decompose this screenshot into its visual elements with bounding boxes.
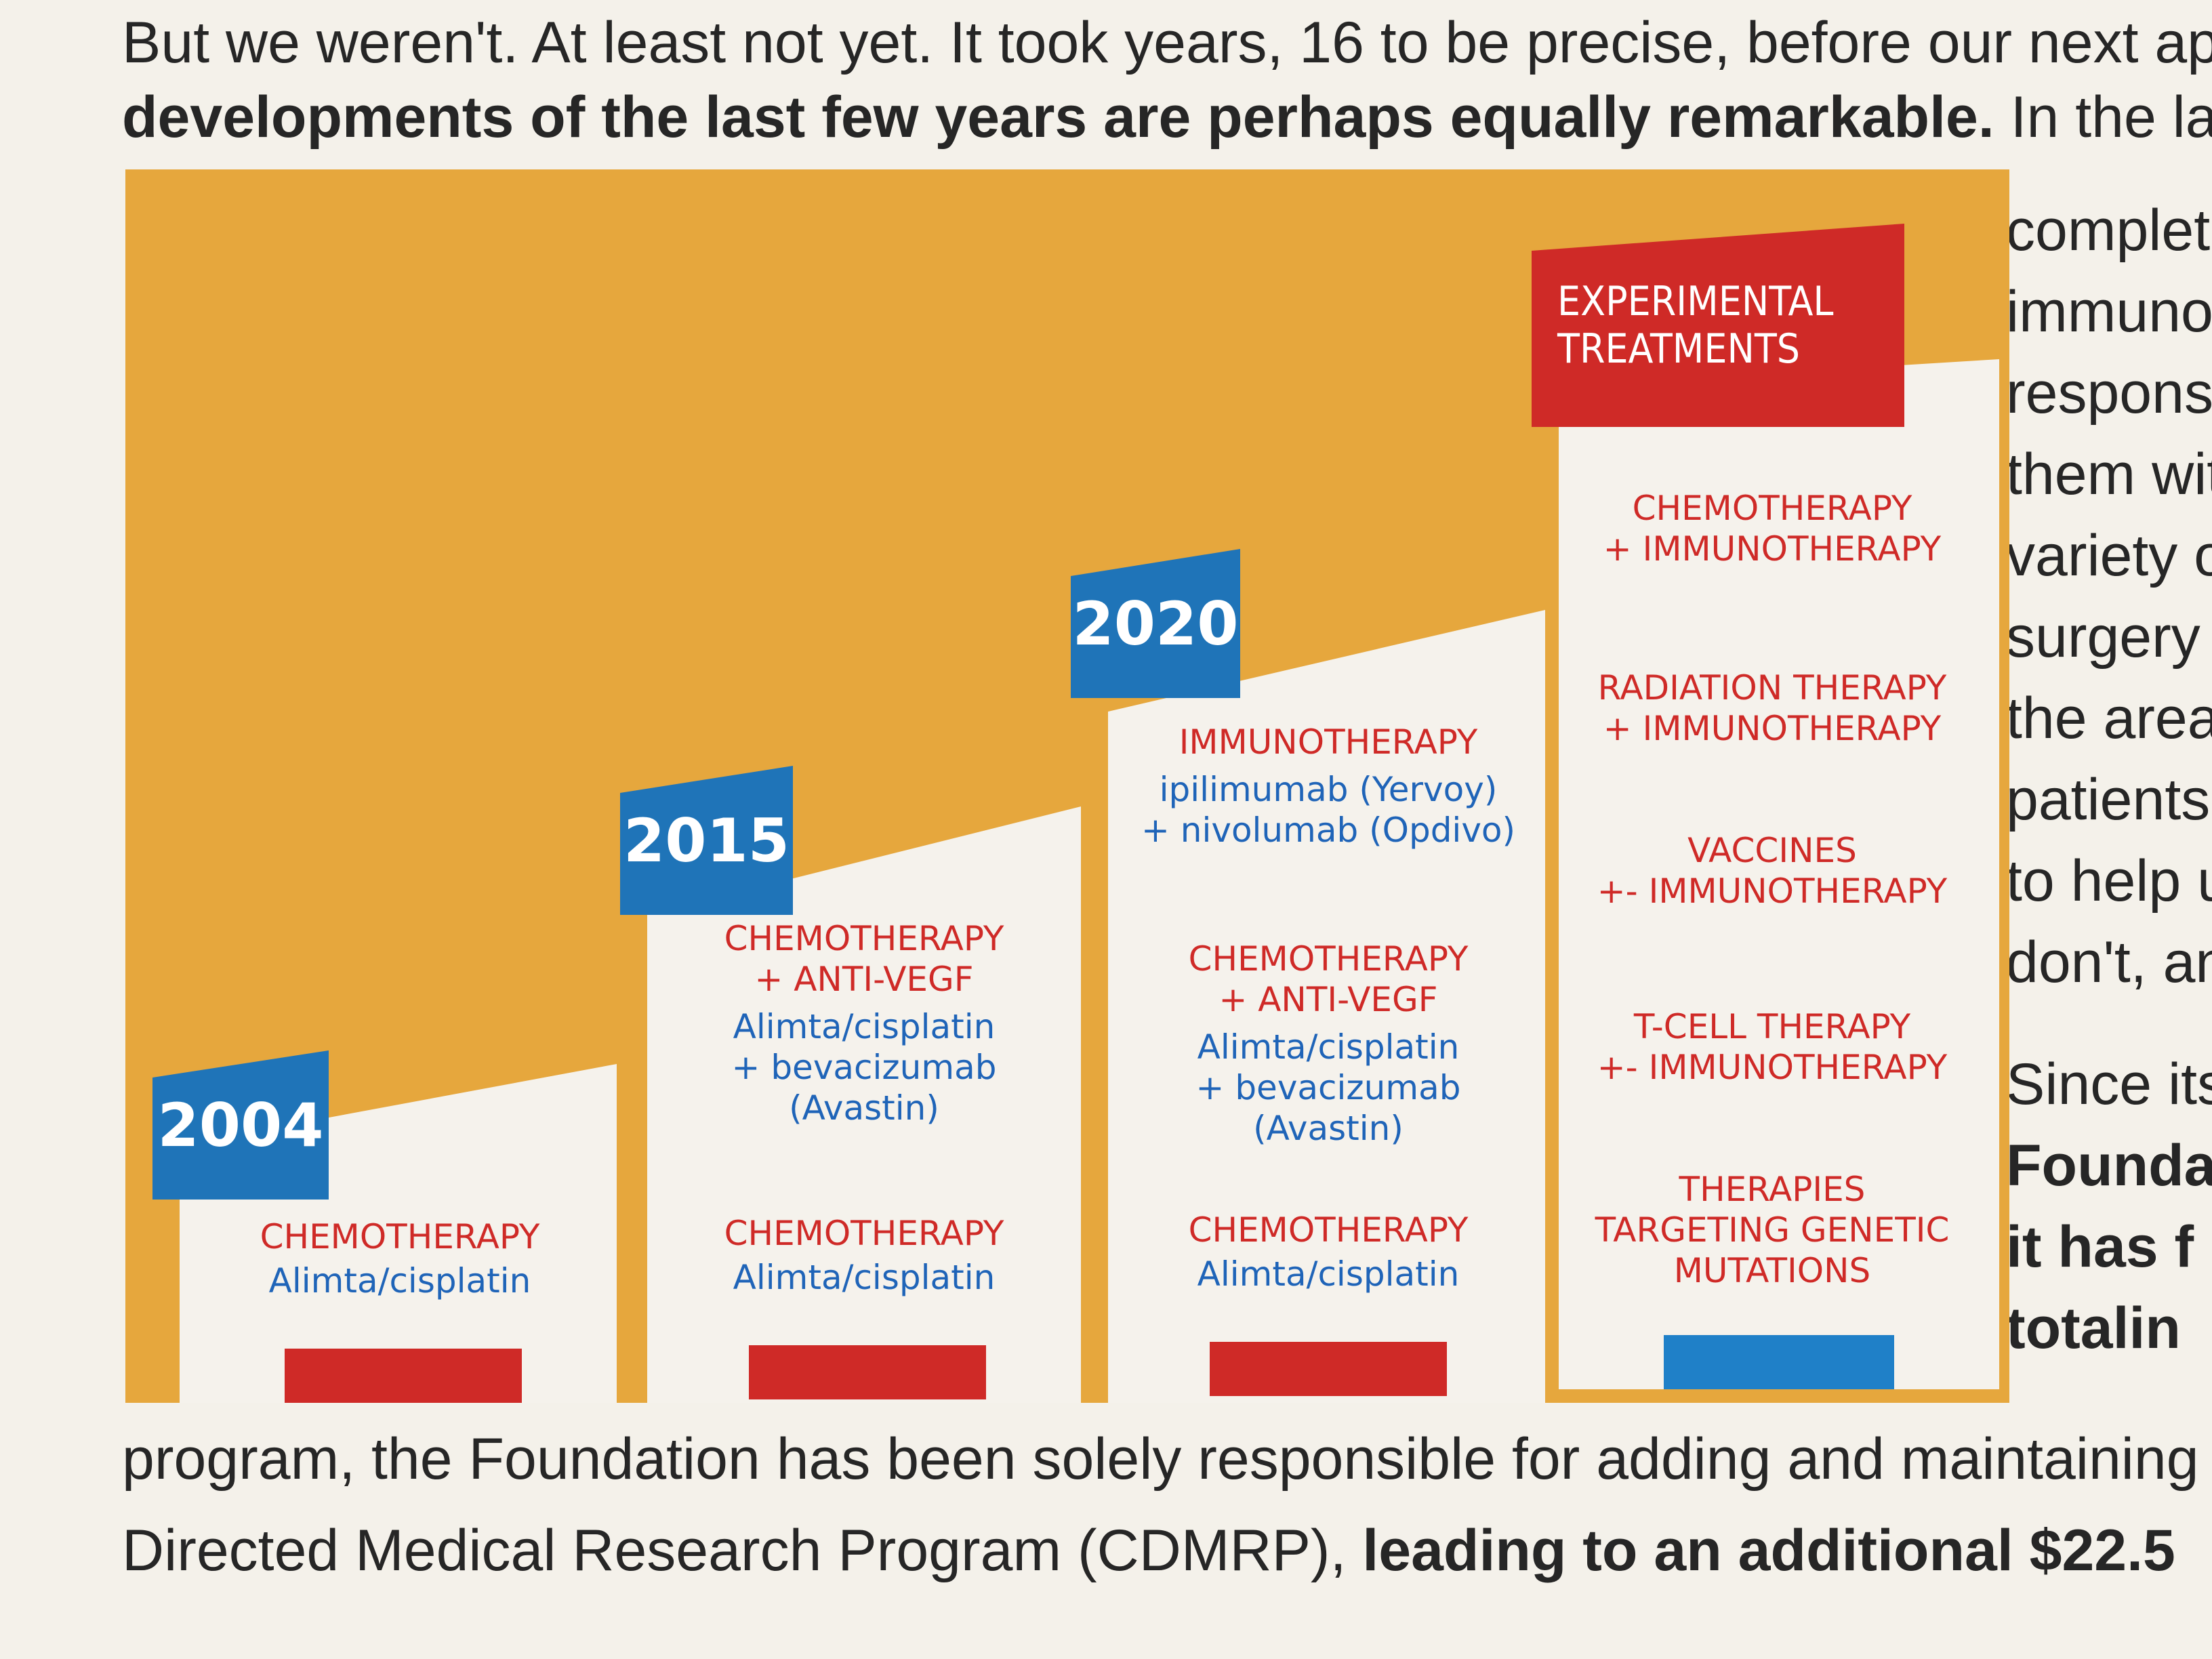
- baseline-bar: [749, 1345, 986, 1399]
- drug-label: (Avastin): [1253, 1109, 1404, 1148]
- column-2020: [1108, 610, 1545, 1403]
- treatment-title: CHEMOTHERAPY: [1188, 1210, 1469, 1250]
- paragraph-bold-sentence: developments of the last few years are p…: [122, 85, 1994, 150]
- experimental-treatment: + IMMUNOTHERAPY: [1603, 709, 1942, 748]
- right-column-text: complete immunog response them wit varie…: [2006, 190, 2212, 1369]
- paragraph-line-2-rest: In the las: [2010, 85, 2212, 150]
- drug-label: Alimta/cisplatin: [1197, 1254, 1460, 1294]
- drug-label: Alimta/cisplatin: [733, 1258, 996, 1297]
- column-experimental: [1559, 359, 1999, 1389]
- experimental-tag: EXPERIMENTAL TREATMENTS: [1532, 224, 1904, 427]
- year-tag-2015: 2015: [620, 766, 793, 915]
- paragraph-bottom-bold: leading to an additional $22.5: [1362, 1518, 2175, 1583]
- paragraph-line-2: developments of the last few years are p…: [122, 88, 2212, 146]
- experimental-treatment: T-CELL THERAPY: [1633, 1007, 1911, 1046]
- treatment-title: CHEMOTHERAPY: [260, 1217, 540, 1256]
- treatment-title: IMMUNOTHERAPY: [1179, 722, 1478, 762]
- right-line: response: [2006, 361, 2212, 426]
- experimental-treatment: +- IMMUNOTHERAPY: [1597, 872, 1948, 911]
- right-line: complete: [2006, 198, 2212, 263]
- year-label: 2015: [623, 805, 790, 876]
- experimental-bar: [1664, 1335, 1894, 1389]
- treatment-title: + ANTI-VEGF: [1218, 980, 1438, 1019]
- right-line: them wit: [2006, 442, 2212, 507]
- drug-label: + bevacizumab: [731, 1048, 997, 1087]
- baseline-bar: [285, 1349, 522, 1403]
- paragraph-bottom-line-1: program, the Foundation has been solely …: [122, 1427, 2199, 1492]
- baseline-bar: [1210, 1342, 1447, 1396]
- year-label: 2020: [1072, 588, 1239, 659]
- drug-label: Alimta/cisplatin: [268, 1261, 531, 1300]
- experimental-treatment: THERAPIES: [1679, 1170, 1866, 1209]
- right-line-bold: it has f: [2006, 1214, 2194, 1279]
- experimental-treatment: MUTATIONS: [1673, 1251, 1871, 1290]
- right-line-bold: totalin: [2006, 1296, 2181, 1361]
- experimental-tag-line: EXPERIMENTAL: [1557, 278, 1834, 325]
- right-line: don't, an: [2006, 930, 2212, 995]
- experimental-treatment: RADIATION THERAPY: [1597, 668, 1947, 708]
- drug-label: + bevacizumab: [1195, 1068, 1461, 1107]
- experimental-treatment: +- IMMUNOTHERAPY: [1597, 1048, 1948, 1087]
- treatment-title: CHEMOTHERAPY: [724, 1214, 1004, 1253]
- drug-label: Alimta/cisplatin: [733, 1007, 996, 1046]
- right-line: patients': [2006, 767, 2212, 832]
- experimental-treatment: CHEMOTHERAPY: [1632, 489, 1912, 528]
- right-line: Since its: [2006, 1052, 2212, 1117]
- year-tag-2020: 2020: [1071, 549, 1240, 698]
- right-line: the areas: [2006, 686, 2212, 751]
- treatment-title: CHEMOTHERAPY: [724, 919, 1004, 958]
- drug-label: ipilimumab (Yervoy): [1159, 770, 1498, 809]
- paragraph-bottom-line-2: Directed Medical Research Program (CDMRP…: [122, 1521, 2175, 1580]
- experimental-treatment: VACCINES: [1687, 831, 1857, 870]
- treatment-title: + ANTI-VEGF: [754, 960, 974, 999]
- treatment-title: CHEMOTHERAPY: [1188, 939, 1469, 979]
- right-line: variety o: [2006, 523, 2212, 588]
- right-line: surgery w: [2006, 605, 2212, 670]
- right-line-bold: Founda: [2006, 1133, 2212, 1198]
- year-tag-2004: 2004: [152, 1050, 329, 1200]
- right-line: immunog: [2006, 279, 2212, 344]
- right-line: to help u: [2006, 848, 2212, 914]
- paragraph-line-1: But we weren't. At least not yet. It too…: [122, 10, 2212, 75]
- experimental-tag-line: TREATMENTS: [1557, 325, 1801, 373]
- paragraph-bottom-normal: Directed Medical Research Program (CDMRP…: [122, 1518, 1363, 1583]
- experimental-treatment: TARGETING GENETIC: [1595, 1210, 1950, 1250]
- drug-label: Alimta/cisplatin: [1197, 1027, 1460, 1067]
- experimental-treatment: + IMMUNOTHERAPY: [1603, 529, 1942, 569]
- drug-label: + nivolumab (Opdivo): [1141, 811, 1516, 850]
- drug-label: (Avastin): [789, 1088, 939, 1128]
- year-label: 2004: [157, 1090, 324, 1160]
- treatment-timeline-figure: 2004 CHEMOTHERAPY Alimta/cisplatin 2015 …: [125, 169, 2009, 1403]
